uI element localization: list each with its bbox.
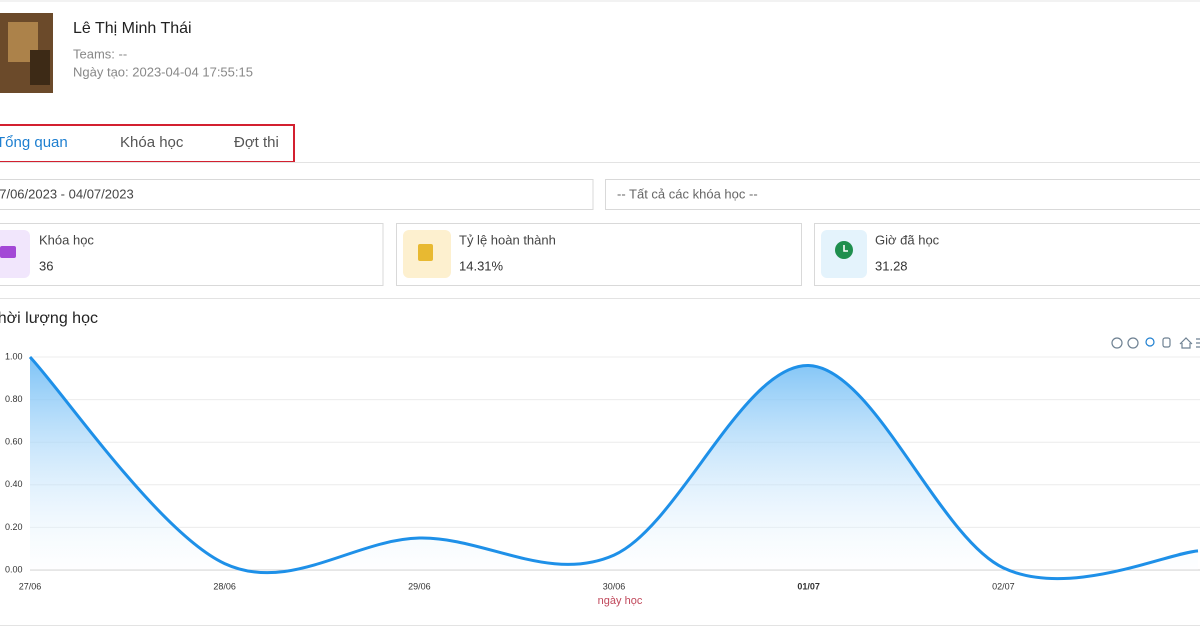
line (28, 355, 1199, 581)
date-range: 27/06/2023 - 04/07/2023 (0, 186, 134, 201)
chart-toolbar (1111, 337, 1200, 349)
x-axis-title: ngày học (598, 595, 643, 607)
tab[interactable]: Đợt thi (234, 134, 279, 151)
stat-label: Giờ đã học (875, 232, 940, 247)
x-tick-label: 30/06 (603, 581, 626, 591)
stat-label: Tỷ lệ hoàn thành (459, 232, 556, 247)
stat-card (0, 223, 384, 286)
y-tick-label: 0.00 (5, 564, 23, 574)
x-tick-label: 02/07 (992, 581, 1015, 591)
chart-title: Thời lượng học (0, 310, 98, 327)
stat-icon (0, 246, 16, 258)
stat-value: 14.31% (459, 258, 504, 273)
reset[interactable] (1179, 337, 1193, 349)
area (30, 357, 1198, 579)
x-tick-label: 29/06 (408, 581, 431, 591)
user-name: Lê Thị Minh Thái (73, 20, 192, 37)
stat-card (396, 223, 802, 286)
zoom-in[interactable] (1111, 337, 1123, 349)
stat-value: 31.28 (875, 258, 908, 273)
stat-value: 36 (39, 258, 53, 273)
date-filter[interactable] (0, 179, 594, 210)
course-select[interactable] (605, 179, 1200, 210)
stat-card (814, 223, 1200, 286)
x-tick-label: 28/06 (213, 581, 236, 591)
y-tick-label: 1.00 (5, 351, 23, 361)
y-tick-label: 0.80 (5, 394, 23, 404)
user-created: Ngày tạo: 2023-04-04 17:55:15 (73, 64, 253, 79)
y-tick-label: 0.40 (5, 479, 23, 489)
x-tick-label: 27/06 (19, 581, 42, 591)
stat-icon (418, 244, 433, 261)
zoom-out[interactable] (1127, 337, 1139, 349)
pan[interactable] (1162, 337, 1171, 348)
avatar-detail (30, 50, 50, 85)
stat-icon (843, 245, 848, 252)
course-option: -- Tất cả các khóa học -- (617, 186, 758, 201)
y-tick-label: 0.60 (5, 437, 23, 447)
stat-label: Khóa học (39, 232, 94, 247)
x-tick-label: 01/07 (797, 581, 820, 591)
tab[interactable]: Khóa học (120, 134, 184, 151)
tab-active[interactable]: Tổng quan (0, 134, 68, 151)
y-tick-label: 0.20 (5, 522, 23, 532)
menu[interactable] (1196, 338, 1200, 348)
zoom-select[interactable] (1145, 337, 1155, 347)
user-teams: Teams: -- (73, 46, 127, 61)
